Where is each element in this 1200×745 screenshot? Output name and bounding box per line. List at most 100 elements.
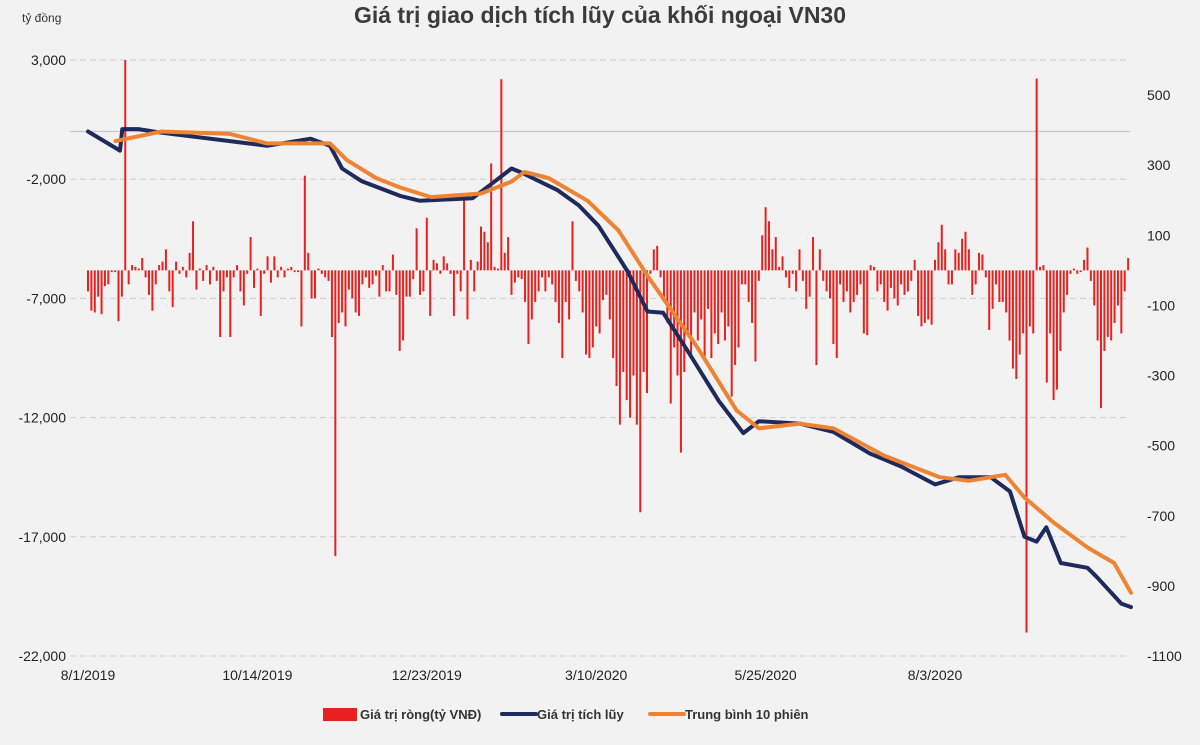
net-value-bar [266,256,269,271]
net-value-bar [280,266,283,271]
net-value-bar [781,256,784,271]
net-value-bar [256,268,259,271]
net-value-bar [425,217,428,271]
net-value-bar [947,270,950,285]
net-value-bar [131,265,134,271]
x-tick-label: 12/23/2019 [392,667,462,683]
net-value-bar [239,270,242,292]
net-value-bar [652,249,655,271]
net-value-bar [869,265,872,271]
net-value-bar [615,270,618,387]
net-value-bar [906,270,909,292]
right-tick-label: 300 [1147,157,1171,173]
net-value-bar [974,270,977,285]
net-value-bar [168,270,171,292]
net-value-bar [913,259,916,271]
net-value-bar [1015,270,1018,380]
net-value-bar [845,270,848,292]
net-value-bar [791,270,794,274]
net-value-bar [1039,266,1042,271]
net-value-bar [273,256,276,271]
net-value-bar [263,270,266,274]
net-value-bar [625,270,628,401]
net-value-bar [276,270,279,278]
net-value-bar [554,270,557,302]
net-value-bar [696,270,699,341]
net-value-bar [463,196,466,271]
net-value-bar [1059,270,1062,351]
net-value-bar [784,270,787,278]
net-value-bar [232,270,235,278]
net-value-bar [317,268,320,271]
net-value-bar [544,270,547,292]
right-tick-label: -1100 [1147,648,1182,664]
net-value-bar [456,270,459,274]
net-value-bar [673,270,676,348]
net-value-bar [388,270,391,292]
net-value-bar [1001,270,1004,302]
net-value-bar [195,270,198,290]
net-value-bar [700,270,703,320]
net-value-bar [442,256,445,271]
net-value-bar [429,270,432,316]
net-value-bar [788,270,791,288]
net-value-bar [507,237,510,271]
net-value-bar [1032,270,1035,334]
net-value-bar [1069,270,1072,274]
net-value-bar [351,270,354,299]
net-value-bar [503,252,506,271]
net-value-bar [534,270,537,302]
net-value-bar [978,252,981,271]
right-axis: 500 300 100 -100 -300 -500 -700 -900 -1100 [1147,87,1182,664]
net-value-bar [452,270,455,316]
net-value-bar [151,270,154,311]
net-value-bar [883,270,886,302]
net-value-bar [683,270,686,373]
net-value-bar [886,270,889,311]
net-value-bar [1106,270,1109,337]
net-value-bar [337,270,340,323]
net-value-bar [354,270,357,313]
net-value-bar [524,270,527,302]
x-tick-label: 8/3/2020 [908,667,963,683]
net-value-bar [371,270,374,285]
net-value-bar [795,270,798,292]
net-value-bar [950,270,953,285]
net-value-bar [1083,259,1086,271]
net-value-bar [120,270,123,297]
left-tick-label: -17,000 [19,529,67,545]
net-value-bar [595,270,598,327]
left-tick-label: -22,000 [19,648,67,664]
net-value-bar [334,270,337,557]
net-value-bar [842,270,845,302]
net-value-bar [571,221,574,271]
net-value-bar [90,270,93,311]
net-value-bar [110,270,113,273]
net-value-bar [822,270,825,281]
net-value-bar [937,242,940,271]
net-value-bar [205,265,208,271]
net-value-bar [927,270,930,320]
net-value-bar [605,270,608,295]
net-value-bar [818,249,821,271]
net-value-bar [313,270,316,299]
net-value-bar [341,270,344,313]
right-tick-label: -300 [1147,368,1175,384]
net-value-bar [934,259,936,271]
net-value-bar [852,270,855,302]
net-value-bar [1123,270,1126,292]
net-value-bar [374,270,377,276]
net-value-bar [381,265,384,271]
net-value-bar [723,270,726,341]
net-value-bar [93,270,96,313]
net-value-bar [642,270,645,373]
net-value-bar [164,249,167,271]
net-value-bar [900,270,903,285]
right-tick-label: -700 [1147,508,1175,524]
net-value-bar [564,270,567,302]
net-value-bar [662,270,665,302]
net-value-bar [1025,270,1028,633]
net-value-bar [527,270,530,344]
net-value-bar [751,270,754,323]
net-value-bar [839,270,842,285]
